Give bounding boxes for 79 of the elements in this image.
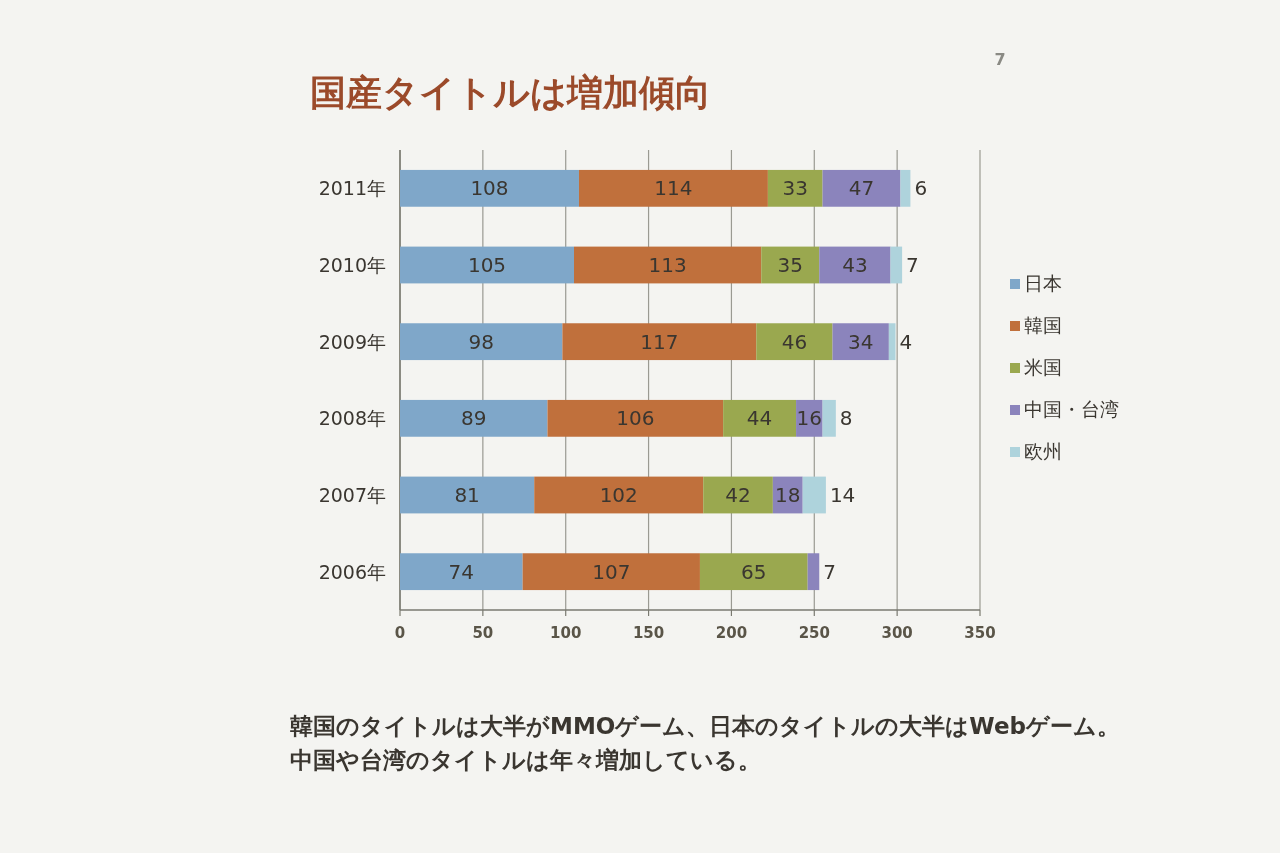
bar	[522, 553, 700, 591]
data-label: 8	[839, 406, 853, 431]
data-label: 106	[616, 406, 655, 431]
bar	[534, 476, 704, 514]
data-label: 6	[914, 176, 928, 201]
x-tick-label: 200	[715, 624, 748, 642]
text: 韓国のタイトルは大半がMMOゲーム、日本のタイトルの大半はWebゲーム。	[290, 713, 1120, 739]
bar	[562, 323, 757, 361]
data-label: 65	[741, 559, 767, 584]
data-label: 113	[648, 253, 687, 277]
legend-label: 日本	[1024, 272, 1062, 294]
bar	[807, 553, 820, 591]
bar	[761, 246, 820, 284]
bar	[574, 246, 762, 284]
data-label: 98	[468, 329, 494, 354]
bar	[767, 169, 823, 207]
data-label: 43	[842, 253, 868, 277]
data-label: 105	[467, 253, 507, 277]
data-label: 34	[847, 329, 874, 354]
data-label: 108	[470, 176, 509, 201]
text: 中国や台湾のタイトルは年々増加している。	[290, 747, 761, 773]
y-tick-label: 2011年	[318, 177, 386, 200]
y-tick-label: 2007年	[318, 484, 386, 506]
data-label: 47	[848, 176, 875, 201]
data-label: 16	[796, 406, 823, 431]
legend-label: 欧州	[1024, 440, 1062, 462]
bar	[723, 399, 797, 437]
legend-label: 米国	[1024, 356, 1062, 378]
data-label: 42	[725, 483, 751, 507]
data-label: 7	[906, 253, 919, 277]
data-label: 117	[640, 329, 679, 354]
x-tick-label: 100	[550, 624, 582, 642]
data-label: 81	[454, 483, 480, 507]
data-label: 33	[782, 176, 808, 201]
data-label: 18	[775, 483, 801, 507]
bar	[400, 553, 523, 591]
x-tick-label: 0	[394, 624, 406, 642]
bar	[819, 246, 891, 284]
data-label: 102	[599, 483, 638, 507]
data-label: 44	[746, 406, 773, 431]
y-tick-label: 2009年	[318, 330, 386, 353]
bar	[756, 323, 833, 361]
bar	[400, 169, 579, 207]
bar	[400, 323, 563, 361]
y-tick-label: 2006年	[318, 560, 386, 583]
bar	[832, 323, 889, 361]
bar	[699, 553, 808, 591]
bar	[822, 169, 901, 207]
bar	[578, 169, 768, 207]
bar	[400, 476, 535, 514]
bar	[802, 476, 826, 514]
chart-title: 国産タイトルは増加傾向	[310, 72, 711, 113]
bar	[890, 246, 903, 284]
data-label: 46	[781, 329, 808, 354]
x-tick-label: 300	[881, 624, 913, 642]
x-tick-label: 50	[472, 624, 494, 642]
bar	[400, 399, 548, 437]
bar	[400, 246, 574, 284]
legend-label: 韓国	[1024, 314, 1062, 336]
bar	[822, 399, 836, 437]
bar	[888, 323, 896, 361]
bar	[900, 169, 911, 207]
data-label: 7	[823, 559, 836, 584]
data-label: 107	[592, 559, 631, 584]
data-label: 35	[777, 253, 803, 277]
text: 7	[994, 50, 1006, 69]
data-label: 4	[899, 329, 913, 354]
data-label: 89	[461, 406, 487, 431]
y-tick-label: 2010年	[318, 254, 386, 276]
x-tick-label: 150	[632, 624, 665, 642]
data-label: 74	[448, 559, 475, 584]
bar	[703, 476, 773, 514]
data-label: 114	[654, 176, 693, 201]
data-label: 14	[829, 483, 856, 507]
x-tick-label: 250	[798, 624, 830, 642]
y-tick-label: 2008年	[318, 407, 386, 430]
legend-label: 中国・台湾	[1024, 398, 1119, 420]
bar	[547, 399, 724, 437]
x-tick-label: 350	[964, 624, 996, 642]
